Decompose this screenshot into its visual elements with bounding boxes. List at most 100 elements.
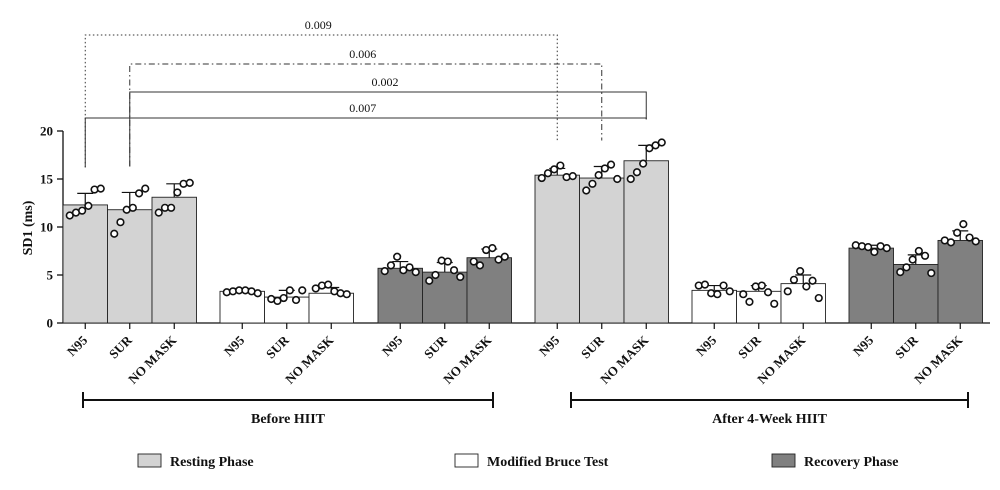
data-point <box>908 255 917 264</box>
data-point <box>279 293 288 303</box>
data-point <box>914 246 923 256</box>
data-point <box>285 286 294 295</box>
bar-recovery-phase-no-mask <box>937 239 983 324</box>
x-tick-label-n95: N95 <box>536 332 563 359</box>
data-point <box>953 228 962 237</box>
data-point <box>253 289 262 298</box>
data-point <box>725 287 734 296</box>
data-point <box>588 179 597 188</box>
data-point <box>324 280 333 289</box>
legend-label-resting-phase: Resting Phase <box>170 455 254 470</box>
data-point <box>814 293 823 303</box>
group-label-after-4-week-hiit: After 4-Week HIIT <box>712 412 827 427</box>
data-point <box>770 299 779 308</box>
x-tick-label-sur: SUR <box>106 332 135 361</box>
data-point <box>639 159 648 168</box>
x-tick-label-n95: N95 <box>379 332 406 359</box>
x-tick-label-sur: SUR <box>263 332 292 361</box>
data-point <box>757 281 766 290</box>
data-point <box>128 203 137 212</box>
data-point <box>431 270 440 280</box>
legend-label-recovery-phase: Recovery Phase <box>804 455 898 470</box>
data-point <box>425 276 434 285</box>
data-point <box>870 247 879 257</box>
data-point <box>864 243 873 252</box>
data-point <box>927 268 936 278</box>
comparison-line <box>84 117 647 168</box>
data-point <box>537 173 546 183</box>
legend-swatch-modified-bruce-test <box>454 453 479 468</box>
data-point <box>739 290 748 299</box>
y-tick-label: 15 <box>40 172 54 187</box>
data-point <box>613 174 622 184</box>
data-point <box>568 172 577 181</box>
data-point <box>594 171 603 180</box>
data-point <box>796 267 805 276</box>
data-point <box>167 203 176 212</box>
data-point <box>298 286 307 295</box>
bar-recovery-phase-no-mask <box>466 257 512 324</box>
x-tick-label-no-mask: NO MASK <box>440 332 495 387</box>
x-tick-label-sur: SUR <box>892 332 921 361</box>
data-point <box>600 164 609 173</box>
data-point <box>745 297 754 306</box>
data-point <box>475 261 485 270</box>
data-point <box>959 220 968 229</box>
y-tick-label: 20 <box>40 124 53 139</box>
x-tick-label-no-mask: NO MASK <box>597 332 652 387</box>
p-value-label: 0.002 <box>372 75 399 89</box>
data-point <box>700 280 710 289</box>
p-value-label: 0.007 <box>349 101 376 115</box>
data-point <box>469 257 478 266</box>
x-tick-label-n95: N95 <box>850 332 877 359</box>
y-axis-title: SD1 (ms) <box>21 200 36 255</box>
bar-recovery-phase-n95 <box>377 267 423 324</box>
x-tick-label-n95: N95 <box>64 332 91 359</box>
data-point <box>411 268 420 277</box>
x-tick-label-sur: SUR <box>578 332 607 361</box>
legend-label-modified-bruce-test: Modified Bruce Test <box>487 455 609 470</box>
data-point <box>556 161 565 170</box>
bar-resting-phase-sur <box>107 209 153 324</box>
data-point <box>405 263 414 272</box>
data-point <box>789 275 799 284</box>
x-tick-label-no-mask: NO MASK <box>125 332 180 387</box>
data-point <box>154 208 163 217</box>
data-point <box>626 174 635 184</box>
data-point <box>920 251 930 260</box>
data-point <box>342 290 351 299</box>
data-point <box>657 138 666 147</box>
data-point <box>488 244 497 253</box>
comparison-line <box>84 34 558 168</box>
bar-resting-phase-n95 <box>62 204 108 324</box>
comparison-line <box>129 91 647 167</box>
x-tick-label-no-mask: NO MASK <box>911 332 966 387</box>
x-tick-label-sur: SUR <box>421 332 450 361</box>
comparison-line <box>129 63 603 167</box>
data-point <box>134 189 144 198</box>
y-tick-label: 5 <box>47 268 54 283</box>
legend-swatch-recovery-phase <box>771 453 796 468</box>
x-tick-label-sur: SUR <box>735 332 764 361</box>
data-point <box>971 237 980 246</box>
data-point <box>902 263 911 272</box>
data-point <box>802 282 811 291</box>
data-point <box>500 252 509 261</box>
data-point <box>882 244 891 253</box>
data-point <box>946 238 956 247</box>
data-point <box>763 288 773 297</box>
x-tick-label-no-mask: NO MASK <box>754 332 809 387</box>
data-point <box>632 168 642 177</box>
x-tick-label-n95: N95 <box>693 332 720 359</box>
legend-swatch-resting-phase <box>137 453 162 468</box>
data-point <box>719 281 728 290</box>
bar-resting-phase-sur <box>579 177 625 324</box>
data-point <box>543 169 553 178</box>
data-point <box>141 184 150 193</box>
x-tick-label-n95: N95 <box>221 332 248 359</box>
data-point <box>116 218 125 227</box>
data-point <box>78 206 87 215</box>
data-point <box>443 257 452 266</box>
p-value-label: 0.009 <box>305 18 332 32</box>
